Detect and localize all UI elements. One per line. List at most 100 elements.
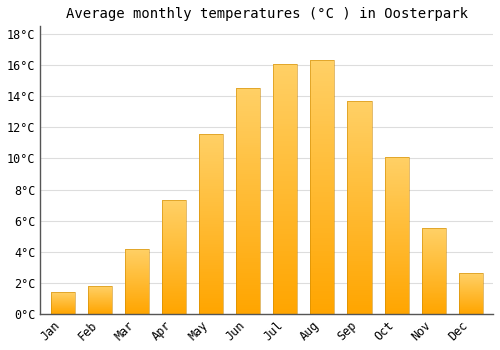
Bar [124,282,149,283]
Bar [348,161,372,163]
Bar [124,262,149,263]
Bar [310,205,334,208]
Bar [273,201,297,204]
Bar [124,265,149,266]
Bar [162,204,186,205]
Bar [422,240,446,241]
Bar [422,233,446,235]
Bar [273,101,297,104]
Bar [348,197,372,199]
Bar [236,176,260,178]
Bar [236,294,260,296]
Bar [199,227,223,229]
Bar [273,204,297,206]
Bar [124,248,149,249]
Bar [348,152,372,154]
Bar [273,294,297,296]
Bar [310,286,334,288]
Bar [384,309,408,311]
Bar [162,310,186,312]
Bar [422,309,446,310]
Bar [199,301,223,303]
Bar [236,188,260,190]
Bar [384,169,408,171]
Bar [422,256,446,257]
Bar [199,276,223,278]
Bar [384,221,408,223]
Bar [384,290,408,292]
Bar [458,307,483,308]
Bar [236,163,260,165]
Bar [422,311,446,312]
Bar [310,284,334,286]
Bar [273,81,297,84]
Bar [199,218,223,220]
Bar [458,280,483,281]
Bar [348,305,372,308]
Bar [199,260,223,261]
Bar [273,164,297,166]
Bar [162,201,186,202]
Bar [199,253,223,254]
Bar [162,228,186,229]
Bar [422,270,446,271]
Bar [348,220,372,222]
Bar [236,303,260,305]
Bar [384,312,408,314]
Bar [124,255,149,256]
Bar [310,76,334,78]
Bar [199,166,223,168]
Bar [236,125,260,127]
Bar [348,229,372,231]
Bar [124,313,149,314]
Bar [273,236,297,239]
Bar [422,231,446,232]
Bar [124,296,149,297]
Bar [384,251,408,253]
Bar [422,255,446,256]
Bar [422,267,446,268]
Bar [458,290,483,291]
Bar [199,152,223,153]
Bar [124,270,149,271]
Bar [273,121,297,124]
Bar [236,305,260,307]
Bar [199,134,223,135]
Bar [422,252,446,253]
Bar [236,273,260,275]
Bar [348,133,372,135]
Bar [199,134,223,314]
Bar [199,231,223,233]
Bar [422,279,446,280]
Bar [162,240,186,241]
Bar [273,151,297,154]
Bar [348,114,372,116]
Bar [458,291,483,292]
Bar [422,265,446,266]
Bar [199,245,223,247]
Bar [310,121,334,124]
Bar [384,229,408,231]
Bar [458,289,483,290]
Bar [199,217,223,218]
Bar [124,264,149,265]
Bar [422,235,446,236]
Bar [236,91,260,93]
Bar [310,261,334,263]
Bar [199,278,223,280]
Bar [124,299,149,300]
Bar [384,193,408,195]
Bar [236,113,260,116]
Bar [162,222,186,223]
Bar [384,176,408,177]
Bar [458,305,483,306]
Bar [310,263,334,266]
Bar [310,139,334,141]
Bar [236,129,260,131]
Bar [348,101,372,314]
Bar [310,159,334,162]
Bar [162,263,186,264]
Bar [162,267,186,268]
Bar [310,190,334,192]
Bar [310,271,334,273]
